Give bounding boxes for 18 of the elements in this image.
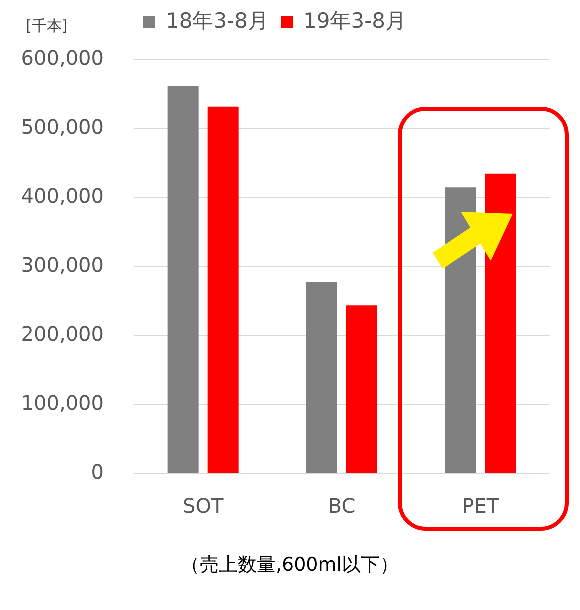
y-tick-label: 100,000 — [21, 391, 104, 416]
bar — [168, 86, 199, 474]
legend-label: 19年3-8月 — [304, 8, 407, 33]
y-axis-title: [千本] — [26, 17, 68, 36]
bar — [346, 306, 378, 474]
y-tick-label: 0 — [91, 460, 104, 484]
y-tick-label: 600,000 — [21, 46, 104, 70]
text: （売上数量,600ml以下） — [180, 553, 400, 578]
legend-label: 18年3-8月 — [166, 8, 270, 33]
y-tick-label: 300,000 — [21, 253, 104, 278]
y-tick-label: 500,000 — [21, 115, 104, 140]
y-tick-label: 400,000 — [21, 184, 104, 208]
bar — [208, 106, 239, 474]
x-tick-label: PET — [462, 494, 500, 518]
x-tick-label: BC — [328, 494, 356, 518]
y-tick-label: 200,000 — [21, 322, 104, 346]
bar — [306, 282, 338, 474]
x-tick-label: SOT — [183, 494, 224, 518]
